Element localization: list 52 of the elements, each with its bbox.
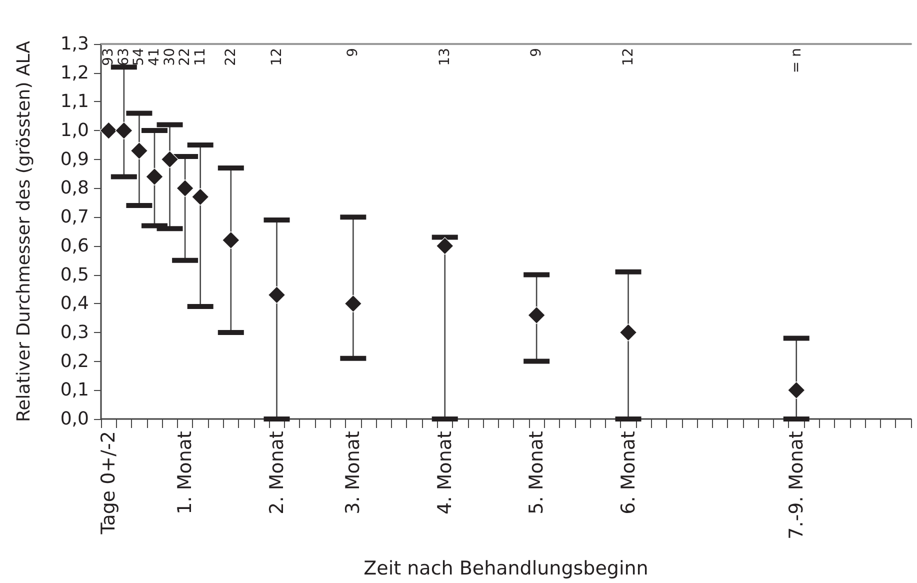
x-tick-label: 1. Monat [174,431,196,514]
x-tick-label: 2. Monat [266,431,288,514]
point [528,306,546,324]
y-tick-label: 0,5 [60,264,89,286]
y-tick-label: 0,4 [60,293,89,314]
point [619,324,638,342]
annotation: 13 [436,48,453,66]
point [436,237,454,255]
point [268,286,286,304]
x-tick-label: 5. Monat [526,431,548,514]
y-tick-label: 0,1 [60,380,89,401]
annotation: 41 [146,48,162,66]
annotation: = n [788,48,804,74]
point [130,142,148,160]
point [146,168,164,186]
y-tick-label: 0,3 [60,322,89,343]
annotation: 93 [100,48,117,66]
annotation: 9 [345,48,362,57]
y-tick-label: 0,2 [60,350,89,372]
annotation: 63 [116,48,132,66]
point [115,122,133,140]
x-tick-label: 4. Monat [434,431,456,514]
point [100,122,118,140]
x-tick-label: 6. Monat [617,431,640,514]
annotation: 12 [268,48,285,66]
point [192,188,210,206]
annotation: 22 [222,48,239,66]
x-tick-label: 7.-9. Monat [785,431,808,540]
y-tick-label: 1,1 [60,91,89,112]
y-axis-title: Relativer Durchmesser des (grössten) ALA [14,40,34,422]
point [222,231,240,249]
annotation: 12 [620,48,636,66]
point [788,381,806,399]
y-tick-label: 0,7 [60,206,89,228]
annotation: 30 [162,48,178,66]
y-tick-label: 0,8 [60,178,89,199]
x-tick-label: 3. Monat [342,431,364,514]
y-tick-label: 1,3 [60,34,89,54]
point [344,294,362,312]
annotation: 11 [192,48,208,66]
annotation: 22 [177,48,194,66]
y-tick-label: 0,9 [60,148,89,170]
annotation: 9 [528,48,545,57]
annotation: 54 [131,48,148,66]
y-tick-label: 1,0 [60,120,89,142]
y-tick-label: 1,2 [60,62,89,84]
x-axis-title: Zeit nach Behandlungsbeginn [364,558,648,580]
y-tick-label: 0,6 [60,235,89,256]
point [176,179,194,198]
point [160,150,179,168]
x-tick-label: Tage 0+/-2 [98,431,120,536]
y-tick-label: 0,0 [60,408,89,430]
